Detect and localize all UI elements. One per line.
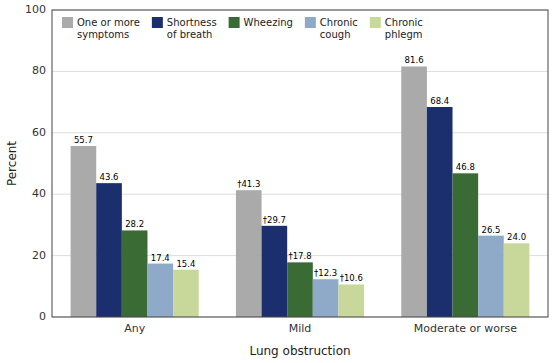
bar (504, 243, 530, 317)
legend-label: Chronicphlegm (385, 17, 423, 40)
y-axis-label: Percent (5, 141, 19, 186)
data-label: 17.4 (151, 253, 170, 263)
y-tick-label: 0 (39, 310, 46, 323)
grid-line (52, 71, 548, 72)
bar (147, 264, 173, 317)
y-tick-label: 100 (25, 3, 46, 16)
bar (236, 190, 262, 317)
data-label: †17.8 (288, 251, 311, 261)
bar (173, 270, 199, 317)
bar (96, 183, 122, 317)
data-label: †29.7 (263, 215, 286, 225)
data-label: 55.7 (74, 135, 93, 145)
bar (401, 66, 427, 317)
grid-line (52, 132, 548, 133)
data-label: 28.2 (125, 219, 144, 229)
data-label: †10.6 (340, 273, 363, 283)
bar (262, 226, 288, 317)
data-label: 26.5 (481, 225, 500, 235)
plot-frame (52, 10, 548, 317)
x-axis-label: Lung obstruction (249, 344, 350, 358)
data-label: †12.3 (314, 268, 337, 278)
bars (71, 66, 530, 317)
bar (338, 284, 364, 317)
y-tick-label: 60 (32, 126, 46, 139)
bar (453, 173, 479, 317)
legend-label: Wheezing (244, 17, 293, 28)
data-label: 46.8 (456, 162, 475, 172)
legend-label: Chroniccough (320, 17, 358, 40)
y-tick-label: 40 (32, 187, 46, 200)
legend-swatch (62, 17, 73, 28)
bar (427, 107, 453, 317)
chart: 0 20 40 60 80 100 55.7 †41.3 81.6 43.6 †29.7 68.4 28… (0, 0, 560, 363)
data-label: †41.3 (237, 179, 260, 189)
legend: One or moresymptoms Shortnessof breath Whe… (62, 17, 423, 40)
data-label: 15.4 (176, 259, 195, 269)
legend-label: Shortnessof breath (167, 17, 217, 40)
bar (287, 262, 313, 317)
data-label: 81.6 (405, 55, 424, 65)
legend-swatch (305, 17, 316, 28)
legend-label: One or moresymptoms (77, 17, 140, 40)
data-labels: 55.7 †41.3 81.6 43.6 †29.7 68.4 28.2 †17.8 46.8 1… (74, 55, 526, 283)
data-label: 43.6 (100, 172, 119, 182)
x-tick-label: Any (124, 322, 145, 335)
bar (313, 279, 339, 317)
data-label: 68.4 (430, 96, 449, 106)
y-tick-label: 80 (32, 64, 46, 77)
legend-swatch (229, 17, 240, 28)
grid (52, 10, 548, 317)
data-label: 24.0 (507, 232, 526, 242)
legend-swatch (152, 17, 163, 28)
x-tick-label: Mild (289, 322, 312, 335)
legend-swatch (370, 17, 381, 28)
bar (122, 230, 148, 317)
bar (71, 146, 97, 317)
y-tick-label: 20 (32, 249, 46, 262)
bar (478, 236, 504, 317)
x-tick-label: Moderate or worse (414, 322, 518, 335)
